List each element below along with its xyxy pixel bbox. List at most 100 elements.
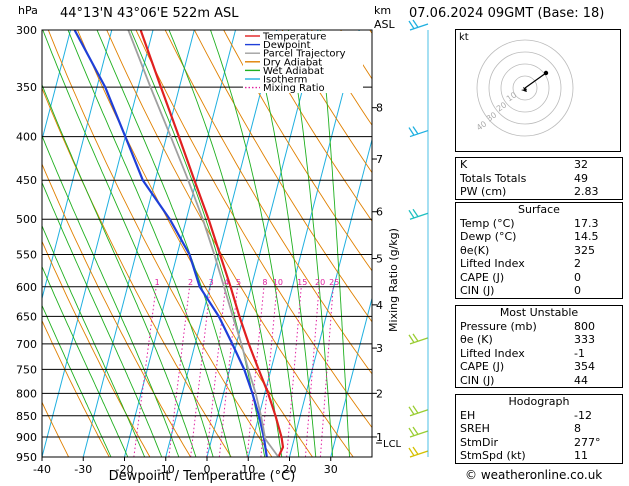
row-label: Lifted Index (460, 346, 525, 360)
table-row: CIN (J) 0 (456, 284, 622, 298)
dry-adiabat-line (47, 30, 273, 457)
wind-barb (408, 208, 429, 220)
hodograph-table-panel: Hodograph EH -12 SREH 8 StmDir 277° StmSpd (kt… (455, 394, 623, 464)
wind-barb-staff (409, 129, 429, 138)
table-row: StmSpd (kt) 11 (456, 449, 622, 463)
mixing-ratio-label: 20 (315, 278, 325, 287)
hodograph-trace (524, 72, 547, 89)
wind-barb (408, 426, 429, 438)
wet-adiabat-line (130, 30, 266, 457)
row-value: 44 (574, 373, 588, 387)
isotherm-line (82, 30, 195, 457)
temperature-line (139, 30, 285, 457)
isotherm-line (289, 137, 372, 457)
legend-background (243, 31, 363, 93)
pressure-tick-label: 650 (16, 310, 37, 323)
wind-barb (408, 333, 429, 345)
row-value: 325 (574, 243, 595, 257)
row-label: θe(K) (460, 243, 490, 257)
asl-unit-label: ASL (374, 18, 395, 31)
wind-barb-flag (412, 405, 419, 414)
mixing-ratio-lines (133, 286, 334, 457)
copyright-text: © weatheronline.co.uk (465, 468, 603, 482)
mixing-ratio-line (206, 286, 226, 457)
mixing-ratio-label: 4 (224, 278, 229, 287)
wet-adiabat-line (287, 30, 334, 457)
row-value: -1 (574, 346, 585, 360)
legend-entry: Dry Adiabat (263, 57, 322, 68)
row-value: 2 (574, 257, 581, 270)
dry-adiabat-line (428, 30, 455, 457)
dry-adiabat-line (106, 30, 354, 457)
wind-barb-flag (412, 426, 419, 435)
isotherm-line (42, 30, 113, 301)
x-axis-label: Dewpoint / Temperature (°C) (109, 469, 296, 484)
row-label: CAPE (J) (460, 360, 505, 373)
legend-entry: Dewpoint (263, 40, 311, 51)
hpa-unit-label: hPa (18, 4, 38, 17)
row-label: Lifted Index (460, 257, 525, 270)
hodograph-rings (476, 39, 574, 137)
isotherm-line (42, 30, 72, 142)
table-row: CAPE (J) 354 (456, 360, 622, 374)
isotherm-lines (42, 30, 372, 457)
most-unstable-title: Most Unstable (499, 306, 579, 319)
wind-barb-flag (408, 334, 415, 343)
pressure-tick-label: 550 (16, 249, 37, 262)
table-row: SREH 8 (456, 422, 622, 436)
pressure-axis: 300 350 400 450 500 550 600 650 700 750 800 850 900 9… (16, 24, 37, 464)
wet-adiabat-line (42, 181, 163, 457)
table-row: Temp (°C) 17.3 (456, 217, 622, 231)
x-tick-label: 20 (283, 463, 297, 476)
dewpoint-line (73, 30, 268, 457)
x-tick-label: -20 (116, 463, 134, 476)
table-row: K 32 (456, 158, 622, 172)
row-label: Totals Totals (460, 171, 527, 185)
km-tick-label: 5 (376, 253, 383, 266)
wind-barb-flag (412, 333, 419, 342)
row-value: 17.3 (574, 216, 599, 230)
row-label: StmSpd (kt) (460, 449, 526, 462)
dry-adiabat-line (135, 30, 372, 429)
x-tick-label: -10 (157, 463, 175, 476)
wind-barb (408, 405, 429, 417)
mixing-ratio-label: 15 (297, 278, 307, 287)
km-tick-label: 6 (376, 206, 383, 219)
wet-adiabat-line (42, 134, 180, 457)
isotherm-line (165, 30, 278, 457)
km-tick-label: 4 (376, 299, 383, 312)
wet-adiabat-line (210, 30, 300, 457)
wet-adiabat-line (67, 30, 231, 457)
surface-title: Surface (518, 203, 560, 216)
row-value: 32 (574, 158, 588, 171)
row-label: θe (K) (460, 333, 493, 346)
pressure-tick-label: 950 (16, 451, 37, 464)
mixing-ratio-label: 25 (329, 278, 339, 287)
mixing-ratio-line (190, 286, 211, 457)
hodograph-end-point (543, 70, 549, 76)
table-row: StmDir 277° (456, 436, 622, 450)
pressure-tick-label: 450 (16, 174, 37, 187)
x-tick-label: 30 (324, 463, 338, 476)
legend-entry: Isotherm (263, 75, 307, 86)
wind-barb-staff (409, 430, 429, 438)
dry-adiabat-line (223, 30, 372, 272)
km-tick-label: 7 (376, 153, 383, 166)
hodograph-ring (512, 75, 538, 101)
temperature-axis: -40 -30 -20 -10 0 10 20 30 (33, 457, 338, 476)
pressure-tick-label: 350 (16, 81, 37, 94)
pressure-tick-label: 750 (16, 363, 37, 376)
skewt-diagram: 3003504004505005506006507007508008509009… (16, 19, 455, 484)
profile-series (73, 30, 285, 457)
mixing-ratio-axis-label: Mixing Ratio (g/kg) (387, 228, 400, 332)
parcel-trajectory-line (127, 30, 280, 457)
pressure-tick-label: 900 (16, 431, 37, 444)
km-tick-label: 3 (376, 342, 383, 355)
indices-panel: K 32 Totals Totals 49 PW (cm) 2.83 (455, 157, 623, 200)
mixing-ratio-label: 3 (209, 278, 214, 287)
wind-barb-staff (409, 450, 429, 458)
row-label: EH (460, 408, 476, 422)
pressure-tick-label: 600 (16, 281, 37, 294)
wet-adiabat-line (96, 30, 249, 457)
mixing-ratio-label: 10 (273, 278, 283, 287)
